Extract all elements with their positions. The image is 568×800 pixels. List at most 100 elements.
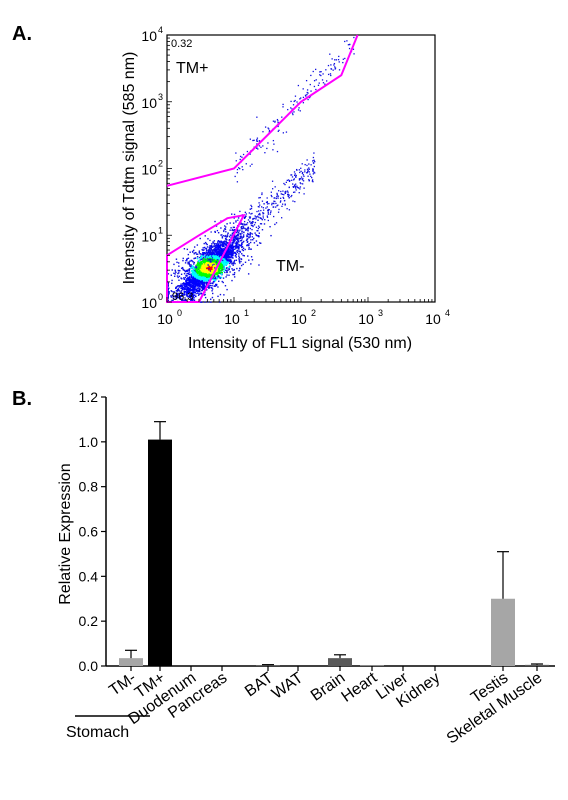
event-point	[167, 293, 169, 296]
event-point	[208, 277, 211, 280]
event-point	[230, 259, 232, 261]
event-point	[347, 44, 350, 46]
event-point	[289, 180, 291, 182]
event-point	[232, 240, 234, 242]
event-point	[267, 213, 269, 215]
event-point	[352, 48, 355, 50]
event-point	[181, 287, 183, 290]
event-point	[190, 275, 193, 277]
event-point	[278, 208, 280, 211]
event-point	[177, 292, 179, 295]
event-point	[205, 249, 208, 252]
y-tick-exponent: 4	[158, 25, 163, 35]
event-point	[229, 265, 231, 267]
event-point	[258, 242, 261, 244]
event-point	[304, 169, 306, 171]
event-point	[190, 297, 192, 300]
event-point	[306, 164, 308, 167]
event-point	[193, 263, 195, 265]
event-point	[217, 240, 219, 243]
event-point	[197, 271, 200, 273]
event-point	[202, 258, 205, 261]
event-point	[238, 238, 240, 240]
event-point	[216, 274, 219, 276]
event-point	[201, 255, 203, 257]
event-point	[233, 261, 235, 264]
event-point	[319, 74, 321, 76]
event-point	[193, 287, 196, 290]
event-point	[198, 267, 201, 269]
event-point	[186, 289, 188, 292]
event-point	[237, 232, 240, 234]
event-point	[227, 250, 229, 252]
event-point	[271, 180, 274, 182]
event-point	[308, 96, 311, 99]
event-point	[205, 273, 207, 275]
event-point	[207, 260, 210, 263]
event-point	[294, 191, 296, 193]
event-point	[186, 299, 188, 302]
event-point	[228, 236, 231, 238]
event-point	[218, 280, 220, 282]
event-point	[208, 253, 210, 255]
event-point	[218, 256, 220, 259]
event-point	[300, 176, 303, 178]
event-point	[244, 216, 246, 218]
event-point	[213, 258, 216, 261]
event-point	[300, 170, 302, 173]
event-point	[231, 232, 233, 235]
event-point	[223, 294, 225, 296]
event-point	[201, 272, 204, 275]
event-point	[290, 100, 292, 103]
event-point	[233, 226, 236, 229]
event-point	[188, 271, 191, 273]
event-point	[182, 269, 185, 271]
event-point	[183, 282, 185, 284]
event-point	[222, 245, 224, 247]
event-point	[293, 184, 296, 186]
event-point	[187, 257, 190, 259]
event-point	[250, 213, 252, 215]
event-point	[248, 236, 251, 238]
event-point	[189, 251, 191, 253]
x-tick-exponent: 4	[445, 308, 450, 318]
event-point	[208, 259, 210, 261]
event-point	[258, 140, 261, 142]
event-point	[239, 167, 241, 170]
event-point	[198, 274, 201, 276]
event-point	[193, 283, 195, 285]
event-point	[257, 235, 259, 237]
event-point	[271, 204, 273, 206]
event-point	[292, 186, 294, 188]
event-point	[223, 267, 226, 269]
event-point	[202, 288, 204, 290]
event-point	[206, 281, 209, 284]
event-point	[300, 182, 302, 185]
event-point	[251, 259, 254, 261]
event-point	[199, 271, 202, 274]
x-tick-exponent: 2	[311, 308, 316, 318]
event-point	[193, 289, 196, 291]
event-point	[193, 277, 195, 280]
event-point	[215, 263, 218, 266]
event-point	[238, 253, 240, 255]
event-point	[251, 224, 253, 226]
event-point	[303, 193, 305, 195]
event-point	[216, 269, 219, 272]
event-point	[240, 227, 242, 229]
event-point	[246, 241, 249, 243]
event-point	[217, 260, 219, 262]
event-point	[206, 246, 209, 248]
event-point	[217, 295, 219, 298]
event-point	[246, 150, 249, 153]
event-point	[233, 272, 236, 274]
event-point	[208, 258, 210, 261]
event-point	[258, 226, 261, 228]
event-point	[276, 192, 278, 195]
event-point	[220, 243, 222, 246]
event-point	[204, 279, 207, 282]
event-point	[189, 281, 192, 284]
event-point	[209, 266, 211, 269]
event-point	[210, 231, 212, 233]
event-point	[226, 270, 228, 272]
